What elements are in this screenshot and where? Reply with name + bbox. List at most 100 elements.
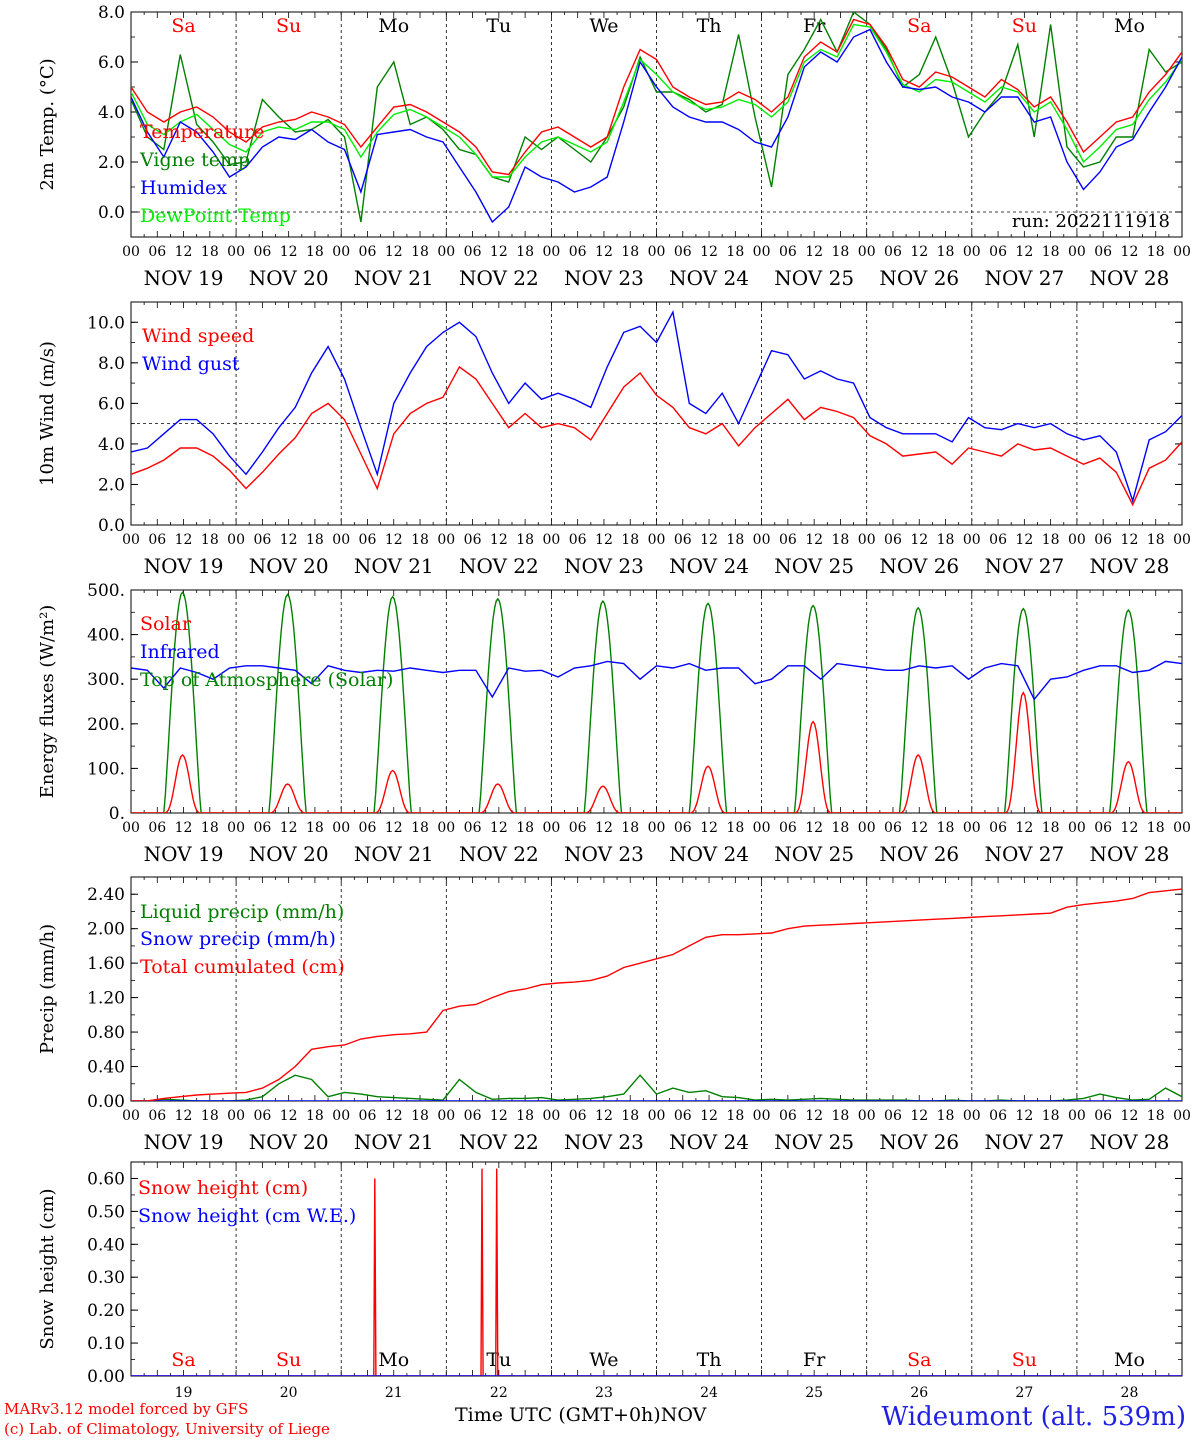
hour-label: 12: [700, 1108, 718, 1124]
date-label: NOV 19: [144, 1130, 224, 1154]
weekday-label: Sa: [907, 15, 931, 37]
hour-label: 18: [306, 820, 324, 836]
weekday-label: Mo: [1114, 15, 1145, 37]
hour-label: 06: [464, 532, 482, 548]
hour-label: 18: [726, 244, 744, 260]
weekday-label: Fr: [803, 15, 826, 37]
hour-label: 12: [175, 820, 193, 836]
y-tick-label: 4.0: [98, 103, 125, 123]
legend-entry: Wind gust: [142, 353, 240, 375]
y-axis-label: Precip (mm/h): [37, 924, 58, 1054]
hour-label: 12: [595, 820, 613, 836]
hour-label: 12: [385, 1108, 403, 1124]
panel-energy: 0. 100. 200. 300. 400. 500. Energy fluxes (W/m…: [37, 581, 1191, 866]
hour-label: 00: [1173, 244, 1191, 260]
hour-label: 12: [805, 1108, 823, 1124]
y-axis-label: Snow height (cm): [37, 1188, 58, 1349]
legend-entry: Infrared: [140, 641, 220, 663]
hour-label: 06: [674, 1108, 692, 1124]
date-label: NOV 25: [774, 1130, 854, 1154]
hour-label: 00: [122, 244, 140, 260]
hour-label: 00: [648, 820, 666, 836]
hour-label: 00: [963, 244, 981, 260]
series-line-total-cumulated-cm-: [131, 888, 1182, 1101]
date-label: NOV 20: [249, 266, 329, 290]
hour-label: 06: [464, 244, 482, 260]
hour-label: 18: [832, 1108, 850, 1124]
hour-label: 06: [779, 1108, 797, 1124]
hour-label: 18: [832, 244, 850, 260]
hour-label: 12: [280, 820, 298, 836]
date-label: NOV 22: [459, 266, 539, 290]
hour-label: 18: [1042, 532, 1060, 548]
hour-label: 12: [1015, 1108, 1033, 1124]
hour-label: 18: [306, 1108, 324, 1124]
weekday-label: We: [589, 15, 618, 37]
panel-precip: 0.00 0.40 0.80 1.20 1.60 2.00 2.40 Precip (mm/h…: [37, 876, 1191, 1154]
hour-label: 06: [359, 820, 377, 836]
hour-label: 06: [674, 820, 692, 836]
hour-label: 18: [201, 1108, 219, 1124]
hour-label: 18: [306, 532, 324, 548]
date-label: NOV 26: [879, 266, 959, 290]
hour-label: 00: [227, 1108, 245, 1124]
hour-label: 12: [910, 532, 928, 548]
hour-label: 18: [1147, 1108, 1165, 1124]
hour-label: 18: [306, 244, 324, 260]
hour-label: 12: [385, 820, 403, 836]
legend-entry: Solar: [140, 613, 192, 635]
weekday-label: Mo: [1114, 1349, 1145, 1371]
hour-label: 12: [490, 532, 508, 548]
hour-label: 18: [516, 532, 534, 548]
hour-label: 18: [411, 820, 429, 836]
y-tick-label: 0.80: [87, 1023, 125, 1043]
y-axis-label: 10m Wind (m/s): [37, 341, 58, 486]
panel-temp: 0.0 2.0 4.0 6.0 8.0 2m Temp. (°C) 00 06 12 18 00 06…: [37, 3, 1191, 290]
hour-label: 00: [542, 244, 560, 260]
hour-label: 12: [1015, 532, 1033, 548]
date-label: NOV 21: [354, 1130, 434, 1154]
model-credit: MARv3.12 model forced by GFS: [4, 1400, 249, 1418]
hour-label: 12: [490, 244, 508, 260]
date-label: NOV 26: [879, 842, 959, 866]
hour-label: 00: [1068, 820, 1086, 836]
y-tick-label: 200.: [87, 715, 125, 735]
station-name: Wideumont (alt. 539m): [881, 1402, 1186, 1432]
hour-label: 18: [516, 244, 534, 260]
y-tick-label: 10.0: [87, 313, 125, 333]
hour-label: 00: [122, 820, 140, 836]
date-label: NOV 24: [669, 1130, 749, 1154]
hour-label: 18: [201, 244, 219, 260]
hour-label: 12: [1015, 820, 1033, 836]
day-number-label: 22: [490, 1385, 508, 1401]
hour-label: 18: [726, 532, 744, 548]
hour-label: 18: [516, 820, 534, 836]
hour-label: 06: [884, 244, 902, 260]
y-tick-label: 6.0: [98, 53, 125, 73]
legend-entry: Liquid precip (mm/h): [140, 901, 344, 923]
hour-label: 00: [858, 820, 876, 836]
hour-label: 12: [490, 820, 508, 836]
hour-label: 00: [332, 1108, 350, 1124]
hour-label: 06: [359, 244, 377, 260]
hour-label: 18: [411, 244, 429, 260]
hour-label: 12: [595, 532, 613, 548]
hour-label: 06: [884, 532, 902, 548]
hour-label: 06: [674, 532, 692, 548]
date-label: NOV 20: [249, 554, 329, 578]
legend-entry: Temperature: [140, 121, 264, 143]
hour-label: 06: [569, 244, 587, 260]
hour-label: 00: [542, 820, 560, 836]
hour-label: 12: [910, 1108, 928, 1124]
hour-label: 00: [1068, 532, 1086, 548]
y-tick-label: 0.0: [98, 516, 125, 536]
hour-label: 18: [201, 820, 219, 836]
y-tick-label: 0.20: [87, 1301, 125, 1321]
hour-label: 12: [700, 532, 718, 548]
hour-label: 00: [122, 1108, 140, 1124]
y-tick-label: 6.0: [98, 394, 125, 414]
date-label: NOV 28: [1090, 554, 1170, 578]
legend-entry: DewPoint Temp: [140, 205, 291, 227]
legend-entry: Total cumulated (cm): [140, 956, 345, 978]
hour-label: 12: [910, 244, 928, 260]
